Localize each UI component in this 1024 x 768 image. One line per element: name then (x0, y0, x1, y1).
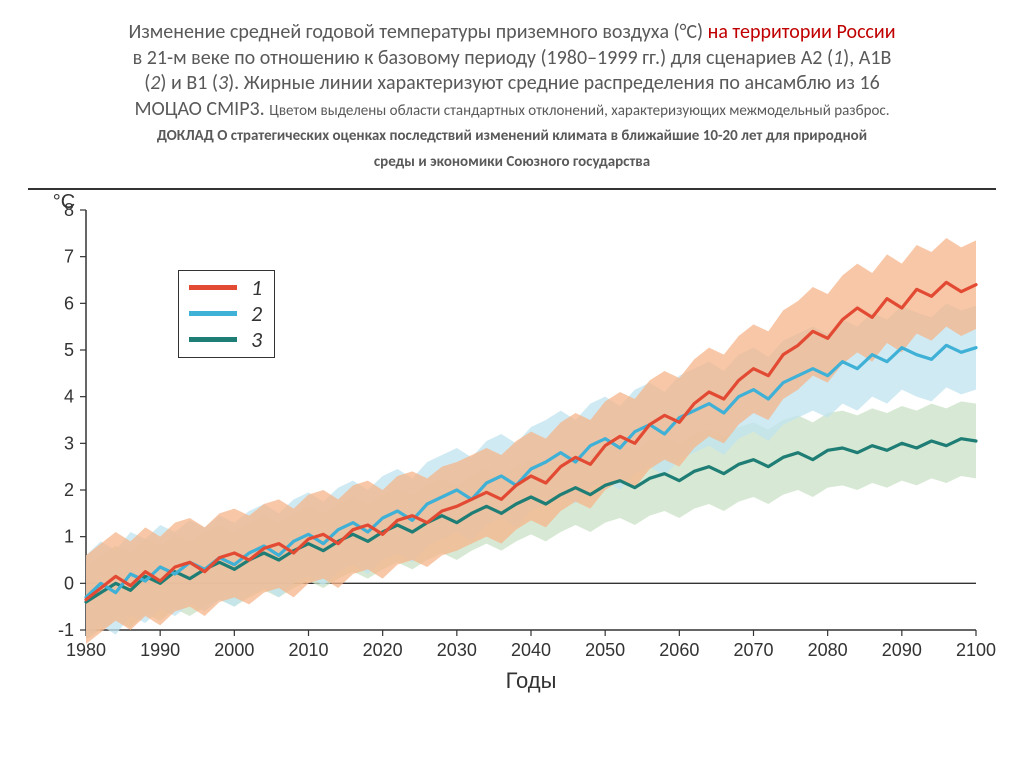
caption-italic: 2 (150, 71, 160, 95)
svg-text:1990: 1990 (140, 640, 180, 660)
caption-bold: среды и экономики Союзного государства (374, 153, 650, 171)
caption-italic: 1 (833, 46, 843, 70)
legend-label: 3 (251, 326, 262, 353)
svg-text:2100: 2100 (956, 640, 996, 660)
svg-text:5: 5 (64, 340, 74, 360)
caption-text: Изменение средней годовой температуры пр… (128, 20, 707, 44)
caption-small: Цветом выделены области стандартных откл… (269, 102, 889, 120)
caption-text: ). Жирные линии характеризуют средние ра… (228, 71, 880, 95)
svg-text:2050: 2050 (585, 640, 625, 660)
caption-text: ) и В1 ( (160, 71, 218, 95)
legend-row: 3 (189, 327, 262, 353)
caption-bold: ДОКЛАД О стратегических оценках последст… (157, 127, 867, 145)
svg-text:4: 4 (64, 386, 74, 406)
svg-text:0: 0 (64, 573, 74, 593)
svg-text:-1: -1 (58, 620, 74, 640)
svg-text:2080: 2080 (808, 640, 848, 660)
legend-row: 1 (189, 275, 262, 301)
legend-label: 2 (251, 300, 262, 327)
temperature-chart: -1012345678°С198019902000201020202030204… (28, 190, 996, 700)
svg-text:2020: 2020 (363, 640, 403, 660)
caption-italic: 3 (218, 71, 228, 95)
legend-swatch (189, 337, 237, 342)
svg-text:Годы: Годы (506, 668, 557, 693)
caption-text: МОЦАО CMIP3. (134, 97, 269, 121)
caption-text: ), А1В (843, 46, 891, 70)
svg-text:°С: °С (53, 191, 75, 213)
caption-text: в 21-м веке по отношению к базовому пери… (133, 46, 833, 70)
chart-container: -1012345678°С198019902000201020202030204… (28, 188, 996, 698)
figure-caption: Изменение средней годовой температуры пр… (28, 20, 996, 182)
svg-text:2060: 2060 (659, 640, 699, 660)
svg-text:3: 3 (64, 433, 74, 453)
svg-text:7: 7 (64, 246, 74, 266)
svg-text:1: 1 (64, 526, 74, 546)
legend-label: 1 (251, 274, 262, 301)
page: Изменение средней годовой температуры пр… (0, 0, 1024, 768)
caption-highlight: на территории России (708, 20, 896, 44)
chart-legend: 123 (178, 270, 275, 358)
svg-text:2000: 2000 (214, 640, 254, 660)
svg-text:2: 2 (64, 480, 74, 500)
svg-text:2070: 2070 (733, 640, 773, 660)
legend-row: 2 (189, 301, 262, 327)
svg-text:2010: 2010 (288, 640, 328, 660)
legend-swatch (189, 285, 237, 290)
legend-swatch (189, 311, 237, 316)
svg-text:2090: 2090 (882, 640, 922, 660)
svg-text:2040: 2040 (511, 640, 551, 660)
svg-text:2030: 2030 (437, 640, 477, 660)
svg-text:6: 6 (64, 293, 74, 313)
